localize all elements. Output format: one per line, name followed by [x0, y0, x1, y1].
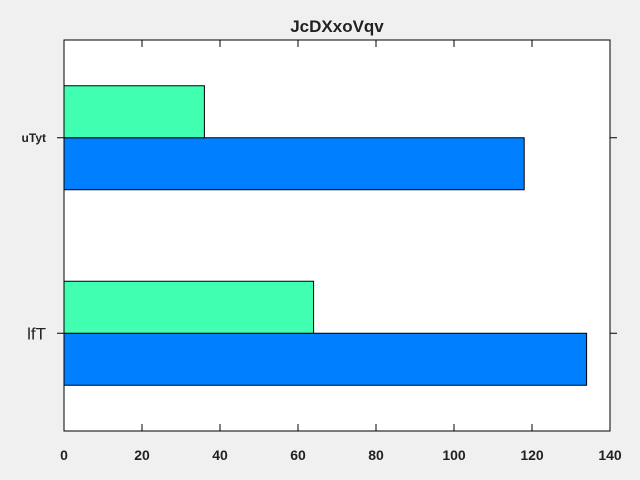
x-tick-label: 20 [134, 447, 150, 463]
y-tick-label: uTyt [22, 131, 46, 145]
bar-uTyt-series-2 [63, 85, 205, 139]
bar-lfT-series-1 [63, 332, 588, 386]
plot-frame [63, 39, 611, 432]
y-tick-label: lfT [27, 324, 46, 343]
x-tick-label: 100 [442, 447, 466, 463]
bars-group [63, 85, 588, 386]
x-axis: 0 20 40 60 80 100 120 140 [60, 40, 622, 463]
x-tick-label: 40 [212, 447, 228, 463]
x-tick-label: 0 [60, 447, 68, 463]
x-tick-label: 140 [598, 447, 622, 463]
chart-title: JcDXxoVqv [290, 17, 384, 36]
bar-lfT-series-2 [63, 280, 315, 334]
bar-uTyt-series-1 [63, 137, 525, 191]
y-axis: lfT uTyt [22, 131, 617, 343]
x-tick-label: 120 [520, 447, 544, 463]
x-tick-label: 60 [290, 447, 306, 463]
x-tick-label: 80 [368, 447, 384, 463]
